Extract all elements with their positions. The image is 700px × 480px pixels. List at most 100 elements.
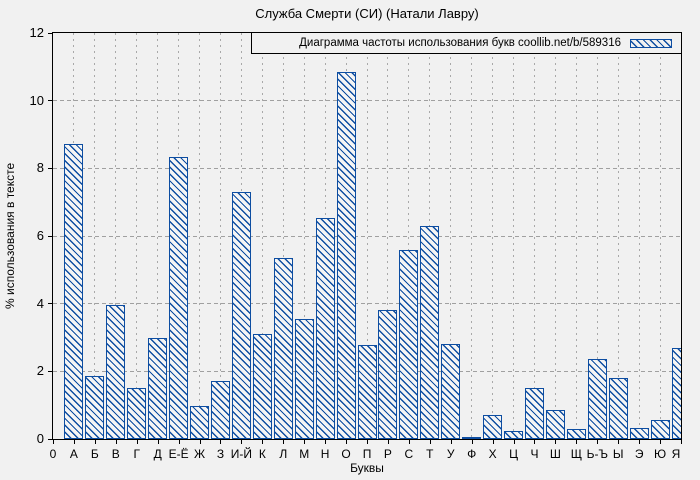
v-gridline — [94, 33, 96, 439]
x-tick — [639, 440, 641, 444]
x-tick-label: Я — [671, 447, 681, 461]
v-gridline — [303, 33, 305, 439]
x-tick — [492, 440, 494, 444]
bar-Д — [148, 337, 168, 439]
bar-Ц — [504, 430, 524, 439]
x-tick-label: Н — [320, 447, 330, 461]
v-gridline — [282, 33, 284, 439]
bar-Ю — [650, 420, 670, 439]
bar-Х — [483, 415, 503, 439]
x-tick — [597, 440, 599, 444]
bar-Н — [315, 218, 335, 439]
x-tick — [199, 440, 201, 444]
y-tick — [48, 370, 52, 372]
y-tick — [48, 438, 52, 440]
y-tick — [48, 100, 52, 102]
x-tick-label: Ч — [530, 447, 539, 461]
bar-У — [441, 344, 461, 439]
v-gridline — [199, 33, 201, 439]
x-tick-label: У — [446, 447, 455, 461]
v-gridline — [575, 33, 577, 439]
bar-Ч — [524, 388, 544, 439]
bar-Р — [378, 310, 398, 439]
bar-В — [106, 304, 126, 439]
plot-area — [52, 32, 682, 440]
bar-М — [294, 318, 314, 439]
x-tick — [94, 440, 96, 444]
x-tick — [534, 440, 536, 444]
v-gridline — [638, 33, 640, 439]
v-gridline — [680, 33, 681, 439]
legend-box: Диаграмма частоты использования букв coo… — [251, 32, 682, 54]
x-tick — [283, 440, 285, 444]
v-gridline — [450, 33, 452, 439]
v-gridline — [408, 33, 410, 439]
bar-К — [252, 334, 272, 439]
y-tick — [48, 303, 52, 305]
bar-Ш — [545, 409, 565, 439]
bar-Я — [671, 347, 681, 439]
v-gridline — [115, 33, 117, 439]
x-tick-label: Т — [426, 447, 434, 461]
y-tick-label: 4 — [36, 295, 44, 311]
y-tick-label: 8 — [36, 160, 44, 176]
y-tick-label: 6 — [36, 228, 44, 243]
x-tick-label: В — [111, 447, 120, 461]
x-tick — [387, 440, 389, 444]
v-gridline — [387, 33, 389, 439]
bar-Ж — [190, 406, 210, 439]
x-tick-label: Ф — [467, 447, 477, 461]
y-tick-label: 2 — [36, 363, 44, 379]
v-gridline — [492, 33, 494, 439]
x-tick-label: Е-Ё — [168, 447, 189, 461]
x-tick — [115, 440, 117, 444]
x-tick — [346, 440, 348, 444]
legend-hatch-swatch-icon — [630, 38, 672, 48]
v-gridline — [366, 33, 368, 439]
x-tick-label: З — [216, 447, 225, 461]
y-tick-label: 12 — [29, 25, 44, 40]
bar-Ф — [462, 436, 482, 439]
v-gridline — [554, 33, 556, 439]
bar-З — [210, 380, 230, 439]
v-gridline — [596, 33, 598, 439]
bar-Э — [629, 427, 649, 439]
x-tick-label: Л — [279, 447, 288, 461]
v-gridline — [157, 33, 159, 439]
bar-С — [399, 249, 419, 439]
bar-И-Й — [231, 192, 251, 439]
v-gridline — [261, 33, 263, 439]
x-tick — [53, 440, 54, 444]
x-tick-label: П — [362, 447, 372, 461]
x-tick-label: М — [299, 447, 310, 461]
v-gridline — [219, 33, 221, 439]
x-tick — [73, 440, 75, 444]
x-tick — [513, 440, 515, 444]
x-tick — [450, 440, 452, 444]
x-tick-label: Б — [90, 447, 99, 461]
x-tick-label: Ю — [654, 447, 667, 461]
x-tick — [576, 440, 578, 444]
v-gridline — [136, 33, 138, 439]
bar-Щ — [566, 428, 586, 439]
x-tick-label: Ц — [509, 447, 518, 461]
legend-label: Диаграмма частоты использования букв coo… — [299, 37, 621, 49]
v-gridline — [513, 33, 515, 439]
v-gridline — [617, 33, 619, 439]
x-tick — [241, 440, 243, 444]
bar-Т — [420, 226, 440, 439]
x-tick — [325, 440, 327, 444]
bar-Ы — [608, 378, 628, 439]
x-tick — [681, 440, 682, 444]
x-tick — [367, 440, 368, 444]
bar-Л — [273, 258, 293, 439]
x-tick — [178, 440, 180, 444]
x-tick-label: С — [404, 447, 414, 461]
bar-Г — [127, 387, 147, 439]
x-tick-label: 0 — [49, 447, 57, 461]
x-tick-label: О — [341, 447, 351, 461]
x-tick — [136, 440, 138, 444]
x-tick — [157, 440, 159, 444]
x-tick — [555, 440, 557, 444]
